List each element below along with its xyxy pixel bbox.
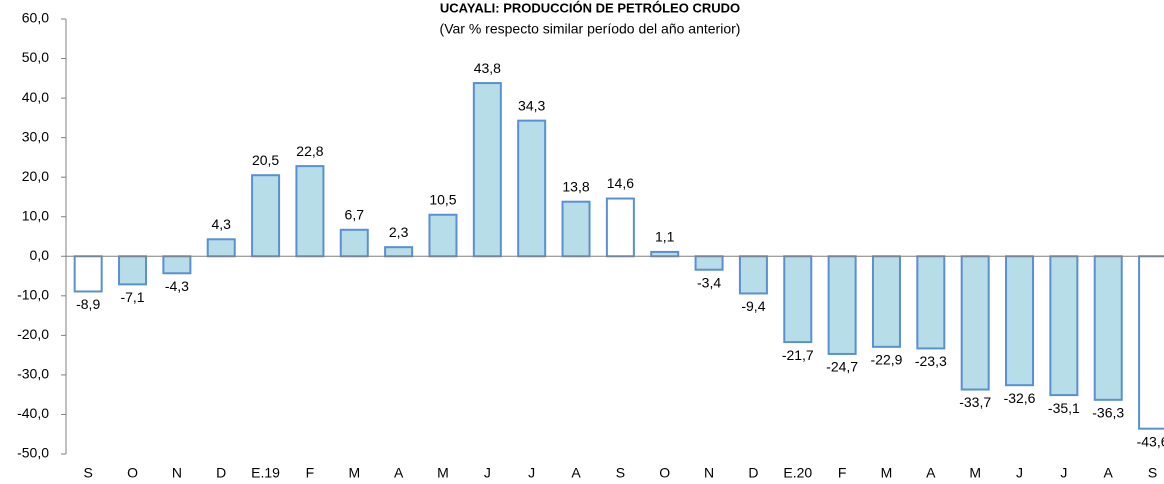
bar <box>295 165 325 258</box>
x-tick-label: A <box>571 465 581 481</box>
data-label: 14,6 <box>607 175 634 191</box>
bar <box>783 255 813 344</box>
bar <box>517 119 547 258</box>
y-tick-label: 20,0 <box>22 168 49 184</box>
y-tick-label: 50,0 <box>22 49 49 65</box>
bar <box>605 197 635 258</box>
x-tick-label: M <box>348 465 360 481</box>
data-label: 1,1 <box>655 229 675 245</box>
data-label: 13,8 <box>562 178 589 194</box>
x-tick-label: D <box>748 465 758 481</box>
data-label: -7,1 <box>120 289 144 305</box>
bar <box>339 228 369 258</box>
bar <box>251 174 281 258</box>
x-tick-label: S <box>84 465 93 481</box>
data-label: -21,7 <box>782 347 814 363</box>
data-label: -22,9 <box>871 352 903 368</box>
bar <box>73 255 103 293</box>
x-tick-label: O <box>659 465 670 481</box>
y-tick-label: 30,0 <box>22 128 49 144</box>
x-tick-label: A <box>926 465 936 481</box>
x-tick-label: E.19 <box>251 465 280 481</box>
y-tick-label: -40,0 <box>17 405 49 421</box>
bar <box>428 213 458 258</box>
data-label: -23,3 <box>915 353 947 369</box>
data-label: -35,1 <box>1048 400 1080 416</box>
x-tick-label: N <box>172 465 182 481</box>
bar <box>916 255 946 350</box>
bar <box>827 255 857 355</box>
x-tick-label: M <box>969 465 981 481</box>
bar <box>384 246 414 258</box>
data-label: -43,6 <box>1137 433 1164 449</box>
data-label: -4,3 <box>165 278 189 294</box>
data-label: 34,3 <box>518 97 545 113</box>
x-tick-label: S <box>616 465 625 481</box>
data-label: -24,7 <box>826 359 858 375</box>
bar <box>206 238 236 258</box>
bar <box>118 255 148 286</box>
x-tick-label: J <box>484 465 491 481</box>
y-tick-label: -50,0 <box>17 445 49 461</box>
bar <box>162 255 192 275</box>
chart-subtitle: (Var % respecto similar período del año … <box>440 21 741 37</box>
x-tick-label: J <box>1016 465 1023 481</box>
x-tick-label: J <box>1060 465 1067 481</box>
x-tick-label: M <box>881 465 893 481</box>
data-label: -36,3 <box>1092 405 1124 421</box>
chart-title: UCAYALI: PRODUCCIÓN DE PETRÓLEO CRUDO <box>440 0 740 15</box>
x-tick-label: F <box>838 465 847 481</box>
bar <box>960 255 990 391</box>
data-label: -9,4 <box>741 298 765 314</box>
x-tick-label: M <box>437 465 449 481</box>
y-tick-label: -10,0 <box>17 287 49 303</box>
bar <box>694 255 724 271</box>
bar <box>1093 255 1123 401</box>
x-tick-label: A <box>1104 465 1114 481</box>
bar <box>472 82 502 258</box>
bar <box>738 255 768 295</box>
data-label: 43,8 <box>474 60 501 76</box>
data-label: 10,5 <box>429 191 456 207</box>
data-label: -33,7 <box>959 394 991 410</box>
bar <box>871 255 901 348</box>
data-label: -32,6 <box>1004 390 1036 406</box>
x-tick-label: J <box>528 465 535 481</box>
x-tick-label: S <box>1148 465 1157 481</box>
x-tick-label: E.20 <box>783 465 812 481</box>
y-tick-label: 40,0 <box>22 89 49 105</box>
data-label: -8,9 <box>76 296 100 312</box>
bar <box>650 250 680 258</box>
bar <box>1005 255 1035 387</box>
x-tick-label: F <box>306 465 315 481</box>
y-tick-label: -30,0 <box>17 366 49 382</box>
data-label: -3,4 <box>697 274 721 290</box>
x-tick-label: N <box>704 465 714 481</box>
data-label: 20,5 <box>252 152 279 168</box>
x-tick-label: O <box>127 465 138 481</box>
y-tick-label: -20,0 <box>17 326 49 342</box>
y-tick-label: 60,0 <box>22 10 49 26</box>
y-tick-label: 0,0 <box>30 247 50 263</box>
bar <box>561 200 591 258</box>
y-tick-label: 10,0 <box>22 207 49 223</box>
data-label: 2,3 <box>389 224 409 240</box>
data-label: 4,3 <box>211 216 231 232</box>
data-label: 6,7 <box>345 206 365 222</box>
data-label: 22,8 <box>296 143 323 159</box>
x-tick-label: A <box>394 465 404 481</box>
bar <box>1138 255 1164 430</box>
x-tick-label: D <box>216 465 226 481</box>
bar <box>1049 255 1079 397</box>
